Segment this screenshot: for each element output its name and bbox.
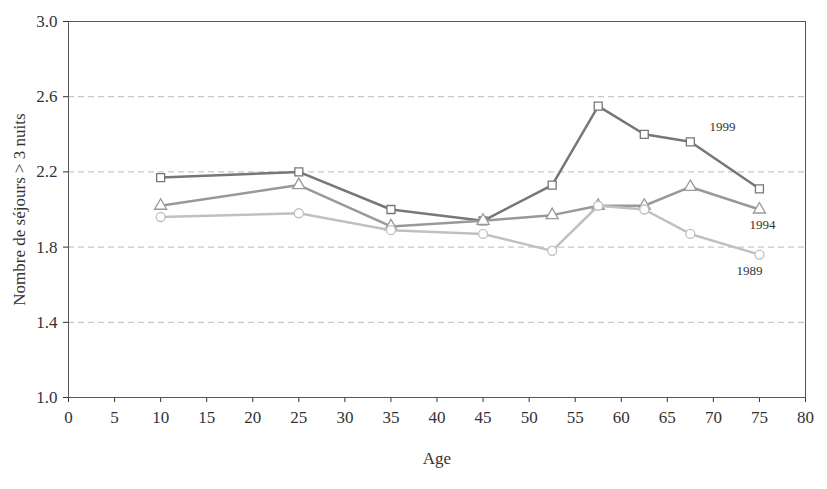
svg-text:10: 10 bbox=[152, 408, 169, 427]
svg-text:80: 80 bbox=[797, 408, 814, 427]
svg-text:2.2: 2.2 bbox=[36, 162, 57, 181]
svg-text:30: 30 bbox=[336, 408, 353, 427]
svg-text:70: 70 bbox=[705, 408, 722, 427]
svg-text:60: 60 bbox=[613, 408, 630, 427]
svg-text:Age: Age bbox=[423, 449, 451, 468]
svg-text:50: 50 bbox=[521, 408, 538, 427]
svg-text:20: 20 bbox=[244, 408, 261, 427]
svg-text:0: 0 bbox=[64, 408, 73, 427]
svg-text:15: 15 bbox=[198, 408, 215, 427]
svg-text:Nombre de séjours > 3 nuits: Nombre de séjours > 3 nuits bbox=[10, 113, 29, 305]
svg-text:3.0: 3.0 bbox=[36, 12, 57, 31]
svg-text:1.4: 1.4 bbox=[36, 313, 58, 332]
svg-text:40: 40 bbox=[429, 408, 446, 427]
svg-text:1989: 1989 bbox=[736, 263, 762, 278]
svg-text:1.8: 1.8 bbox=[36, 238, 57, 257]
svg-text:75: 75 bbox=[751, 408, 768, 427]
svg-text:45: 45 bbox=[475, 408, 492, 427]
svg-text:35: 35 bbox=[382, 408, 399, 427]
svg-text:55: 55 bbox=[567, 408, 584, 427]
svg-text:1999: 1999 bbox=[709, 119, 735, 134]
svg-text:5: 5 bbox=[110, 408, 119, 427]
svg-text:1.0: 1.0 bbox=[36, 388, 57, 407]
svg-text:1994: 1994 bbox=[749, 217, 776, 232]
svg-text:2.6: 2.6 bbox=[36, 87, 57, 106]
svg-text:65: 65 bbox=[659, 408, 676, 427]
svg-text:25: 25 bbox=[290, 408, 307, 427]
